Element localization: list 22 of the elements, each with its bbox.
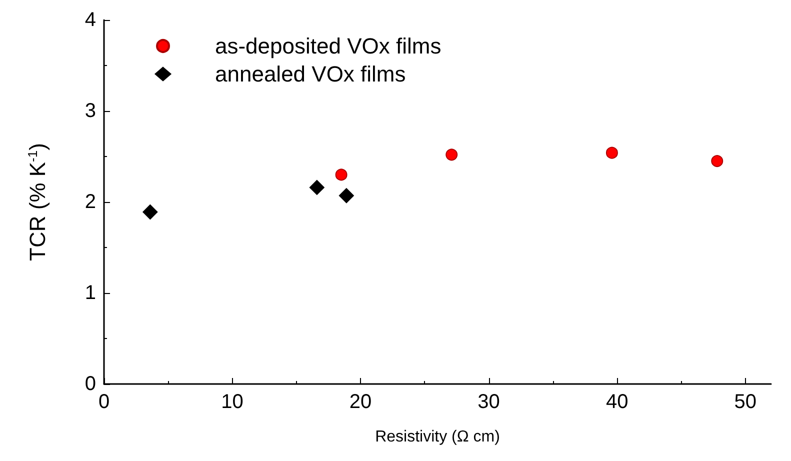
y-tick-label: 4 <box>84 9 96 31</box>
point <box>711 155 724 168</box>
point <box>335 168 348 181</box>
y-tick-label: 1 <box>84 282 96 304</box>
x-tick-label: 30 <box>478 391 500 413</box>
y-tick-label: 3 <box>84 100 96 122</box>
x-axis-title: Resistivity (Ω cm) <box>375 428 500 446</box>
point <box>309 180 324 195</box>
legend-label: annealed VOx films <box>215 62 406 86</box>
point <box>338 188 354 204</box>
x-tick-label: 40 <box>606 391 628 413</box>
x-tick-label: 0 <box>98 391 110 413</box>
point <box>446 148 458 161</box>
point <box>606 146 618 159</box>
y-axis-title: TCR (% K-1) <box>25 143 50 261</box>
x-tick-label: 50 <box>734 391 756 413</box>
point <box>142 204 158 220</box>
y-tick-label: 0 <box>84 373 96 395</box>
x-tick-label: 10 <box>221 391 244 413</box>
y-tick-label: 2 <box>84 191 96 213</box>
legend-label: as-deposited VOx films <box>215 34 442 58</box>
x-tick-label: 20 <box>349 391 372 413</box>
